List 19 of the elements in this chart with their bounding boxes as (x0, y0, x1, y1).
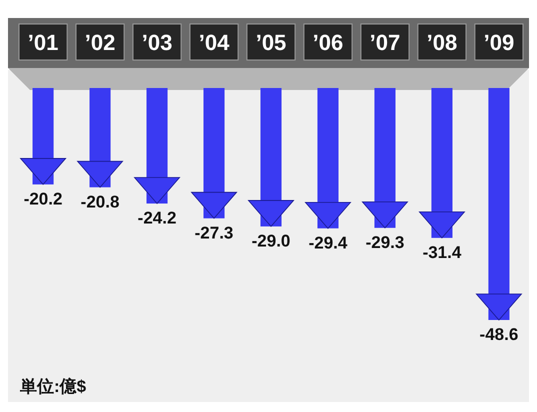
data-label: -48.6 (480, 325, 518, 344)
data-label: -24.2 (138, 208, 176, 228)
data-label: -29.0 (252, 231, 290, 250)
x-tick-label: ’01 (28, 30, 58, 55)
x-tick-label: ’07 (370, 30, 400, 55)
x-tick-label: ’03 (142, 30, 172, 55)
data-label: -27.3 (194, 223, 234, 242)
data-label: -20.2 (24, 189, 62, 208)
x-tick-label: ’06 (312, 30, 344, 55)
data-label: -29.4 (308, 233, 348, 252)
x-tick-label: ’08 (426, 30, 458, 55)
x-tick-label: ’04 (198, 30, 230, 55)
x-tick-label: ’05 (256, 30, 286, 55)
text: 単位:億$ (19, 377, 87, 396)
x-tick-label: ’02 (84, 30, 116, 55)
data-label: -31.4 (422, 242, 462, 262)
data-label: -20.8 (80, 192, 120, 212)
x-tick-label: ’09 (484, 30, 514, 55)
data-label: -29.3 (366, 232, 404, 252)
